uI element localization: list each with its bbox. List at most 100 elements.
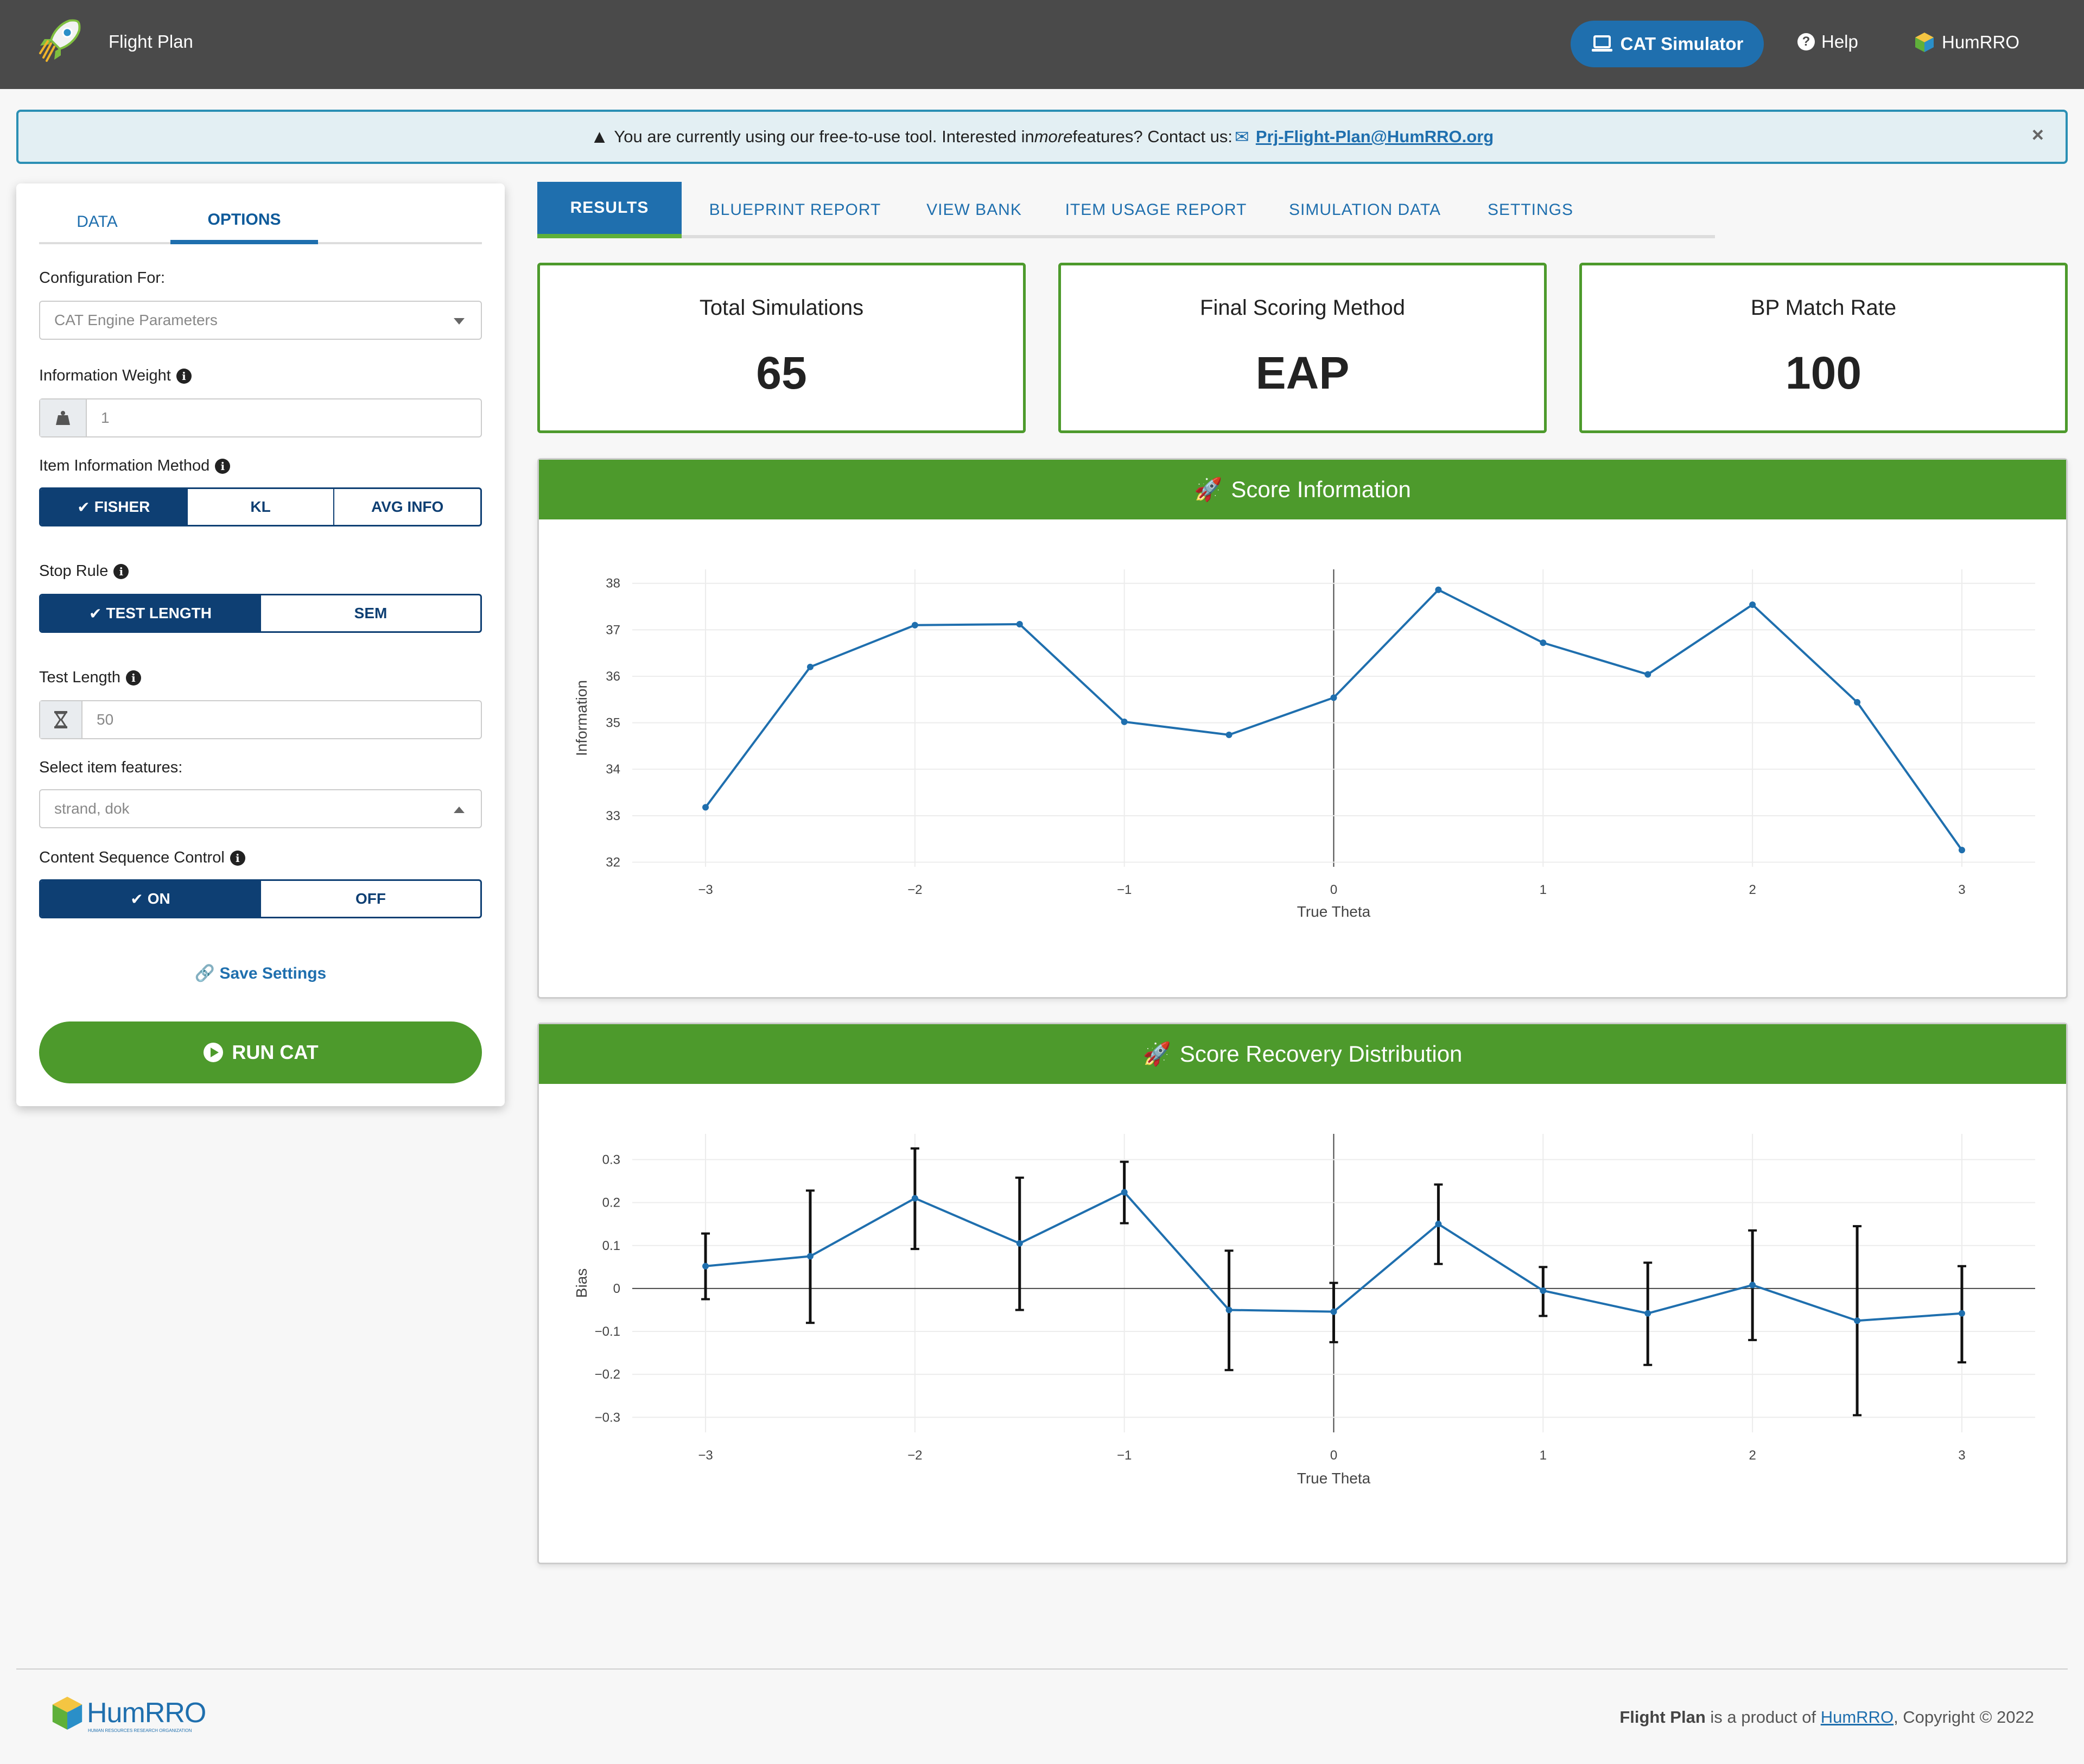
brand-title[interactable]: Flight Plan	[109, 31, 193, 52]
y-tick-label: −0.1	[595, 1324, 620, 1339]
help-link[interactable]: ? Help	[1797, 31, 1858, 52]
cube-icon	[52, 1697, 82, 1730]
footer-logo[interactable]: HumRRO HUMAN RESOURCES RESEARCH ORGANIZA…	[50, 1695, 218, 1738]
stat-final-scoring-method: Final Scoring Method EAP	[1058, 263, 1547, 433]
on-option[interactable]: ✔ ON	[41, 881, 261, 917]
fisher-option[interactable]: ✔ FISHER	[41, 489, 188, 525]
info-weight-label-text: Information Weight	[39, 367, 171, 384]
caret-up-icon	[454, 807, 465, 813]
x-tick-label: 1	[1540, 883, 1547, 897]
test-length-label-text: Test Length	[39, 669, 120, 686]
humrro-label: HumRRO	[1942, 32, 2020, 52]
avg-info-option[interactable]: AVG INFO	[371, 498, 444, 515]
test-length-value: 50	[97, 711, 114, 728]
data-point	[1016, 621, 1023, 628]
features-select[interactable]: strand, dok	[39, 789, 482, 828]
sem-option[interactable]: SEM	[354, 605, 387, 621]
y-tick-label: 0.1	[602, 1239, 620, 1253]
data-point	[702, 804, 709, 811]
envelope-icon: ✉	[1235, 127, 1249, 147]
data-point	[1854, 1317, 1861, 1324]
stat-title: BP Match Rate	[1750, 296, 1897, 320]
stat-bp-match-rate: BP Match Rate 100	[1579, 263, 2068, 433]
off-option[interactable]: OFF	[355, 890, 386, 907]
tab-results[interactable]: RESULTS	[537, 182, 682, 238]
data-point	[1435, 586, 1442, 593]
y-tick-label: 33	[606, 809, 620, 823]
x-tick-label: −3	[698, 1448, 713, 1463]
close-icon[interactable]: ×	[2031, 124, 2044, 147]
x-tick-label: 1	[1540, 1448, 1547, 1463]
info-icon[interactable]: i	[125, 670, 141, 686]
save-settings-link[interactable]: 🔗 Save Settings	[16, 964, 505, 983]
tab-simulation-data[interactable]: SIMULATION DATA	[1288, 201, 1441, 219]
x-tick-label: 0	[1330, 1448, 1337, 1463]
x-tick-label: 2	[1749, 883, 1756, 897]
data-point	[1749, 1281, 1756, 1289]
tab-item-usage-report[interactable]: ITEM USAGE REPORT	[1065, 201, 1247, 219]
y-tick-label: 37	[606, 623, 620, 637]
item-info-method-label-text: Item Information Method	[39, 457, 210, 474]
y-tick-label: 0	[613, 1281, 620, 1296]
tab-view-bank[interactable]: VIEW BANK	[926, 201, 1022, 219]
stop-rule-label: Stop Rule i	[39, 562, 129, 580]
x-tick-label: 2	[1749, 1448, 1756, 1463]
cat-simulator-button[interactable]: CAT Simulator	[1571, 21, 1764, 67]
score-recovery-chart[interactable]: −3 −2 −1 0 1 2 3 −0.3 −0.2 −0.1 0 0.1 0.2 0.3 True The…	[539, 1084, 2066, 1563]
y-tick-label: 34	[606, 762, 620, 777]
y-tick-label: 35	[606, 716, 620, 731]
footer-humrro-link[interactable]: HumRRO	[1820, 1708, 1894, 1727]
cube-icon	[1915, 33, 1934, 52]
footer-product-of: is a product of	[1705, 1708, 1821, 1727]
stat-title: Total Simulations	[699, 296, 864, 320]
contact-email-link[interactable]: Prj-Flight-Plan@HumRRO.org	[1255, 127, 1494, 146]
stop-rule-label-text: Stop Rule	[39, 562, 109, 580]
info-weight-label: Information Weight i	[39, 367, 192, 385]
y-tick-label: −0.3	[595, 1410, 620, 1425]
test-length-input[interactable]: 50	[39, 700, 482, 739]
data-point	[1330, 1308, 1337, 1315]
score-recovery-panel: 🚀 Score Recovery Distribution −3 −2 −1 0 1 2 3…	[537, 1023, 2068, 1564]
features-label: Select item features:	[39, 759, 182, 777]
info-weight-value: 1	[101, 409, 110, 426]
x-tick-label: −2	[907, 1448, 922, 1463]
tab-blueprint-report[interactable]: BLUEPRINT REPORT	[709, 201, 881, 219]
info-icon[interactable]: i	[230, 850, 245, 866]
x-tick-label: −3	[698, 883, 713, 897]
data-point	[1854, 699, 1861, 706]
test-length-option[interactable]: ✔ TEST LENGTH	[41, 595, 261, 631]
info-icon[interactable]: i	[176, 368, 192, 384]
info-icon[interactable]: i	[113, 563, 129, 579]
info-icon[interactable]: i	[215, 458, 231, 474]
data-point	[1121, 1189, 1128, 1196]
data-point	[806, 1253, 814, 1260]
data-point	[1225, 731, 1232, 738]
data-point	[911, 621, 918, 629]
weight-icon	[40, 399, 87, 436]
x-tick-label: −2	[907, 883, 922, 897]
y-axis-label: Information	[573, 680, 590, 756]
data-point	[1330, 694, 1337, 701]
navbar: Flight Plan CAT Simulator ? Help HumRRO	[0, 0, 2084, 89]
sidebar-tabs: DATA OPTIONS	[39, 200, 482, 244]
x-tick-label: −1	[1117, 883, 1132, 897]
humrro-link[interactable]: HumRRO	[1914, 31, 2019, 53]
score-information-chart[interactable]: −3 −2 −1 0 1 2 3 32 33 34 35 36 37 38 True Theta Inform…	[539, 519, 2066, 997]
tab-settings[interactable]: SETTINGS	[1487, 201, 1573, 219]
y-tick-label: 32	[606, 855, 620, 870]
stat-title: Final Scoring Method	[1200, 296, 1405, 320]
kl-option[interactable]: KL	[188, 489, 335, 525]
info-weight-input[interactable]: 1	[39, 398, 482, 437]
y-tick-label: 0.2	[602, 1196, 620, 1210]
content-seq-label: Content Sequence Control i	[39, 849, 245, 867]
laptop-icon	[1591, 35, 1612, 52]
tab-options[interactable]: OPTIONS	[170, 200, 318, 244]
features-select-value: strand, dok	[54, 800, 130, 817]
tab-data[interactable]: DATA	[77, 213, 118, 231]
rocket-logo-icon[interactable]	[36, 15, 85, 64]
stat-value: 65	[756, 347, 807, 398]
run-cat-button[interactable]: RUN CAT	[39, 1021, 482, 1083]
footer-logo-text: HumRRO	[87, 1697, 206, 1729]
config-select[interactable]: CAT Engine Parameters	[39, 301, 482, 340]
score-recovery-title: Score Recovery Distribution	[1179, 1041, 1463, 1067]
